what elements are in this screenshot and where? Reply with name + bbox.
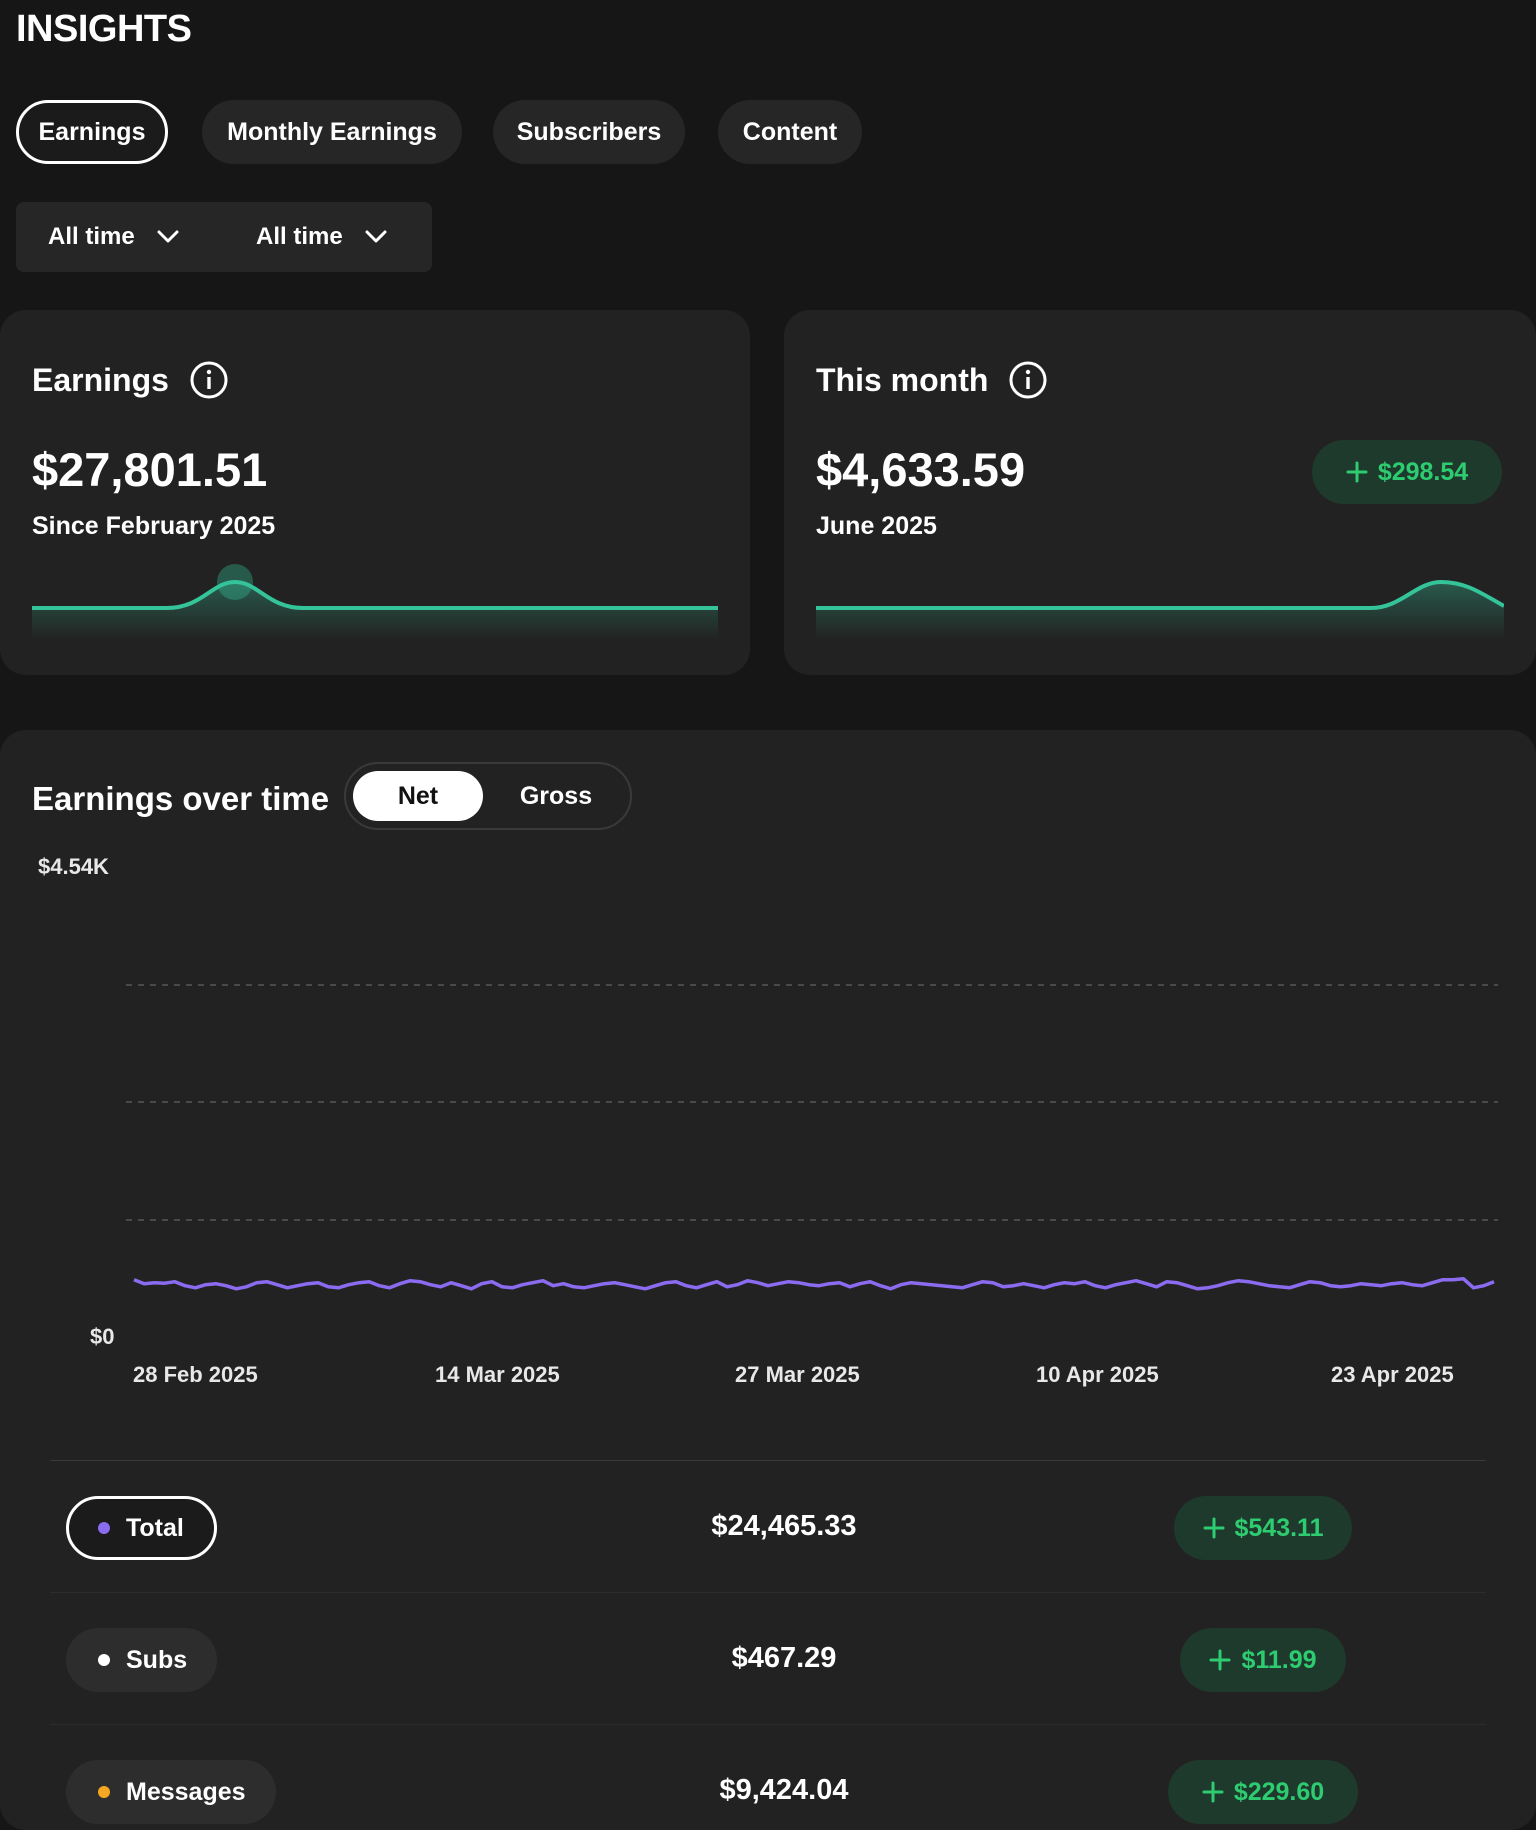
- total-value: $24,465.33: [711, 1510, 857, 1542]
- net-gross-toggle: Net Gross: [344, 762, 632, 830]
- divider: [50, 1460, 1486, 1461]
- subs-delta-badge: $11.99: [1180, 1628, 1346, 1692]
- divider: [50, 1592, 1486, 1593]
- subs-delta-value: $11.99: [1241, 1645, 1317, 1674]
- y-axis-min-label: $0: [90, 1324, 115, 1349]
- plus-icon: [1202, 1781, 1224, 1803]
- row-label: Messages: [126, 1777, 246, 1806]
- x-tick-label: 28 Feb 2025: [133, 1362, 258, 1387]
- legend-subs-button[interactable]: Subs: [66, 1628, 218, 1692]
- messages-delta-badge: $229.60: [1168, 1760, 1358, 1824]
- this-month-delta-value: $298.54: [1377, 457, 1469, 486]
- page-title: INSIGHTS: [16, 8, 192, 50]
- messages-delta-value: $229.60: [1233, 1777, 1325, 1806]
- legend-total-button[interactable]: Total: [66, 1496, 217, 1560]
- date-filter-from[interactable]: All time: [48, 202, 179, 272]
- chevron-down-icon: [157, 230, 179, 243]
- this-month-card-header: This month: [816, 360, 1048, 400]
- plus-icon: [1346, 461, 1368, 483]
- series-line-net: [133, 1276, 1495, 1291]
- chevron-down-icon: [365, 230, 387, 243]
- this-month-sparkline: [816, 579, 1504, 640]
- subs-value: $467.29: [731, 1642, 837, 1674]
- divider: [50, 1724, 1486, 1725]
- earnings-over-time-card: Earnings over time Net Gross $4.54K $0 2…: [0, 730, 1536, 1830]
- plus-icon: [1203, 1517, 1224, 1539]
- earnings-card-title: Earnings: [32, 361, 169, 398]
- total-delta-badge: $543.11: [1174, 1496, 1352, 1560]
- this-month-amount: $4,633.59: [816, 443, 1026, 496]
- messages-value: $9,424.04: [719, 1774, 849, 1806]
- this-month-period: June 2025: [816, 512, 937, 540]
- row-label: Total: [126, 1513, 184, 1542]
- series-dot: [98, 1786, 110, 1798]
- earnings-amount: $27,801.51: [32, 443, 268, 496]
- tab-subscribers[interactable]: Subscribers: [493, 100, 685, 164]
- chart-title: Earnings over time: [32, 780, 330, 817]
- series-dot: [98, 1654, 110, 1666]
- plus-icon: [1209, 1649, 1231, 1671]
- info-icon[interactable]: [189, 360, 229, 400]
- this-month-card-title: This month: [816, 361, 989, 398]
- x-tick-label: 10 Apr 2025: [1036, 1362, 1159, 1387]
- earnings-since-label: Since February 2025: [32, 512, 276, 540]
- earnings-card: Earnings $27,801.51 Since February 2025: [0, 310, 750, 675]
- toggle-gross[interactable]: Gross: [519, 781, 593, 810]
- earnings-card-header: Earnings: [32, 360, 229, 400]
- filter-label: All time: [48, 223, 135, 250]
- y-axis-max-label: $4.54K: [38, 854, 109, 879]
- this-month-delta-badge: $298.54: [1312, 440, 1502, 504]
- toggle-net[interactable]: Net: [353, 771, 483, 821]
- x-tick-label: 23 Apr 2025: [1331, 1362, 1454, 1387]
- this-month-card: This month $4,633.59 June 2025 $298.54: [784, 310, 1536, 675]
- row-label: Subs: [126, 1645, 188, 1674]
- x-tick-label: 27 Mar 2025: [735, 1362, 860, 1387]
- legend-messages-button[interactable]: Messages: [66, 1760, 276, 1824]
- info-icon[interactable]: [1008, 360, 1048, 400]
- earnings-line-chart: [126, 984, 1498, 1291]
- date-filter-to[interactable]: All time: [256, 202, 387, 272]
- x-tick-label: 14 Mar 2025: [435, 1362, 560, 1387]
- earnings-sparkline: [32, 564, 718, 640]
- tab-earnings[interactable]: Earnings: [16, 100, 168, 164]
- series-dot: [98, 1522, 110, 1534]
- filter-label: All time: [256, 223, 343, 250]
- date-filter-bar: All time All time: [16, 202, 432, 272]
- total-delta-value: $543.11: [1234, 1513, 1324, 1542]
- tab-monthly-earnings[interactable]: Monthly Earnings: [202, 100, 462, 164]
- tab-content[interactable]: Content: [718, 100, 862, 164]
